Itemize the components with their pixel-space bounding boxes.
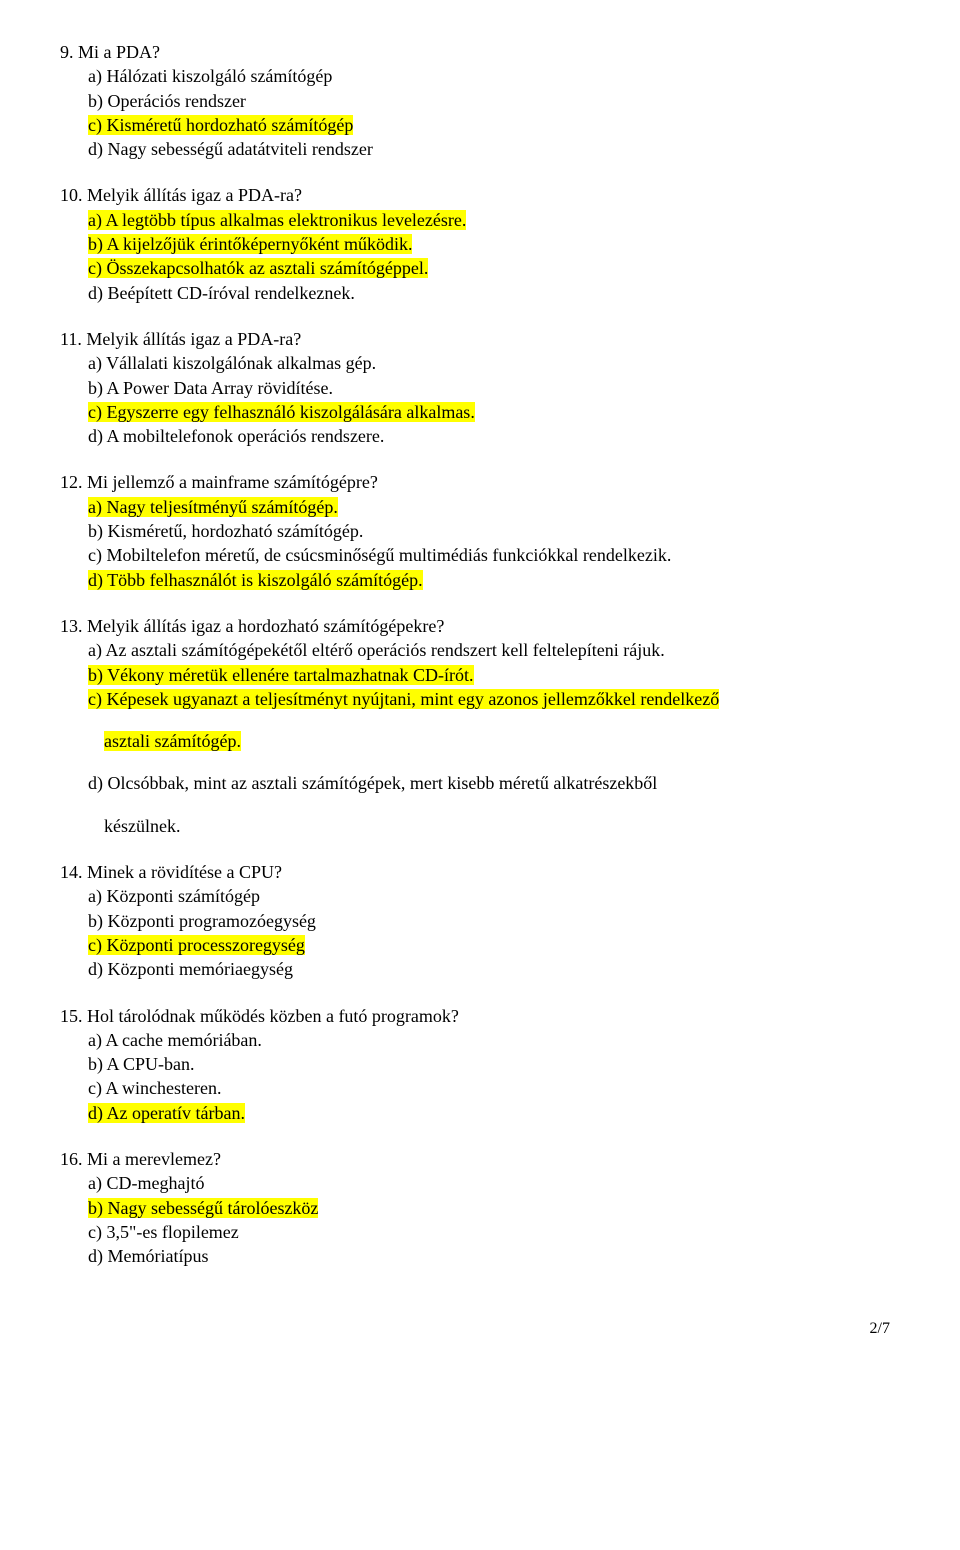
option-c-line2: asztali számítógép. bbox=[60, 729, 900, 753]
option-a: a) Vállalati kiszolgálónak alkalmas gép. bbox=[60, 351, 900, 375]
highlighted-answer: c) Kisméretű hordozható számítógép bbox=[88, 115, 353, 135]
highlighted-answer: d) Több felhasználót is kiszolgáló számí… bbox=[88, 570, 423, 590]
question-12: 12. Mi jellemző a mainframe számítógépre… bbox=[60, 470, 900, 591]
option-c: c) Összekapcsolhatók az asztali számítóg… bbox=[60, 256, 900, 280]
option-d: d) Több felhasználót is kiszolgáló számí… bbox=[60, 568, 900, 592]
question-10: 10. Melyik állítás igaz a PDA-ra? a) A l… bbox=[60, 183, 900, 304]
highlighted-answer: asztali számítógép. bbox=[104, 731, 241, 751]
question-16: 16. Mi a merevlemez? a) CD-meghajtó b) N… bbox=[60, 1147, 900, 1268]
option-a: a) Központi számítógép bbox=[60, 884, 900, 908]
question-stem: 9. Mi a PDA? bbox=[60, 40, 900, 64]
option-a: a) Hálózati kiszolgáló számítógép bbox=[60, 64, 900, 88]
option-a: a) Nagy teljesítményű számítógép. bbox=[60, 495, 900, 519]
option-c: c) 3,5"-es flopilemez bbox=[60, 1220, 900, 1244]
highlighted-answer: b) A kijelzőjük érintőképernyőként működ… bbox=[88, 234, 412, 254]
option-a: a) A legtöbb típus alkalmas elektronikus… bbox=[60, 208, 900, 232]
option-a: a) A cache memóriában. bbox=[60, 1028, 900, 1052]
option-b: b) Operációs rendszer bbox=[60, 89, 900, 113]
option-c: c) A winchesteren. bbox=[60, 1076, 900, 1100]
question-stem: 14. Minek a rövidítése a CPU? bbox=[60, 860, 900, 884]
option-d: d) Az operatív tárban. bbox=[60, 1101, 900, 1125]
highlighted-answer: b) Nagy sebességű tárolóeszköz bbox=[88, 1198, 318, 1218]
question-stem: 10. Melyik állítás igaz a PDA-ra? bbox=[60, 183, 900, 207]
option-c: c) Kisméretű hordozható számítógép bbox=[60, 113, 900, 137]
question-15: 15. Hol tárolódnak működés közben a futó… bbox=[60, 1004, 900, 1125]
option-c: c) Mobiltelefon méretű, de csúcsminőségű… bbox=[60, 543, 900, 567]
question-9: 9. Mi a PDA? a) Hálózati kiszolgáló szám… bbox=[60, 40, 900, 161]
highlighted-answer: c) Egyszerre egy felhasználó kiszolgálás… bbox=[88, 402, 475, 422]
highlighted-answer: c) Központi processzoregység bbox=[88, 935, 305, 955]
highlighted-answer: c) Összekapcsolhatók az asztali számítóg… bbox=[88, 258, 428, 278]
option-b: b) Kisméretű, hordozható számítógép. bbox=[60, 519, 900, 543]
question-stem: 16. Mi a merevlemez? bbox=[60, 1147, 900, 1171]
highlighted-answer: d) Az operatív tárban. bbox=[88, 1103, 245, 1123]
option-c-line1: c) Képesek ugyanazt a teljesítményt nyúj… bbox=[60, 687, 900, 711]
question-stem: 12. Mi jellemző a mainframe számítógépre… bbox=[60, 470, 900, 494]
highlighted-answer: b) Vékony méretük ellenére tartalmazhatn… bbox=[88, 665, 474, 685]
option-a: a) Az asztali számítógépekétől eltérő op… bbox=[60, 638, 900, 662]
option-a: a) CD-meghajtó bbox=[60, 1171, 900, 1195]
option-c: c) Központi processzoregység bbox=[60, 933, 900, 957]
option-b: b) Nagy sebességű tárolóeszköz bbox=[60, 1196, 900, 1220]
option-d: d) Központi memóriaegység bbox=[60, 957, 900, 981]
question-stem: 13. Melyik állítás igaz a hordozható szá… bbox=[60, 614, 900, 638]
option-d: d) Nagy sebességű adatátviteli rendszer bbox=[60, 137, 900, 161]
highlighted-answer: c) Képesek ugyanazt a teljesítményt nyúj… bbox=[88, 689, 719, 709]
option-b: b) A kijelzőjük érintőképernyőként működ… bbox=[60, 232, 900, 256]
question-13: 13. Melyik állítás igaz a hordozható szá… bbox=[60, 614, 900, 838]
question-stem: 11. Melyik állítás igaz a PDA-ra? bbox=[60, 327, 900, 351]
page-number: 2/7 bbox=[60, 1318, 900, 1340]
highlighted-answer: a) Nagy teljesítményű számítógép. bbox=[88, 497, 338, 517]
option-d: d) Beépített CD-íróval rendelkeznek. bbox=[60, 281, 900, 305]
option-b: b) A Power Data Array rövidítése. bbox=[60, 376, 900, 400]
option-d: d) A mobiltelefonok operációs rendszere. bbox=[60, 424, 900, 448]
highlighted-answer: a) A legtöbb típus alkalmas elektronikus… bbox=[88, 210, 466, 230]
option-d-line2: készülnek. bbox=[60, 814, 900, 838]
option-b: b) A CPU-ban. bbox=[60, 1052, 900, 1076]
question-11: 11. Melyik állítás igaz a PDA-ra? a) Vál… bbox=[60, 327, 900, 448]
option-d: d) Memóriatípus bbox=[60, 1244, 900, 1268]
option-b: b) Központi programozóegység bbox=[60, 909, 900, 933]
question-14: 14. Minek a rövidítése a CPU? a) Központ… bbox=[60, 860, 900, 981]
option-b: b) Vékony méretük ellenére tartalmazhatn… bbox=[60, 663, 900, 687]
option-c: c) Egyszerre egy felhasználó kiszolgálás… bbox=[60, 400, 900, 424]
option-d-line1: d) Olcsóbbak, mint az asztali számítógép… bbox=[60, 771, 900, 795]
question-stem: 15. Hol tárolódnak működés közben a futó… bbox=[60, 1004, 900, 1028]
